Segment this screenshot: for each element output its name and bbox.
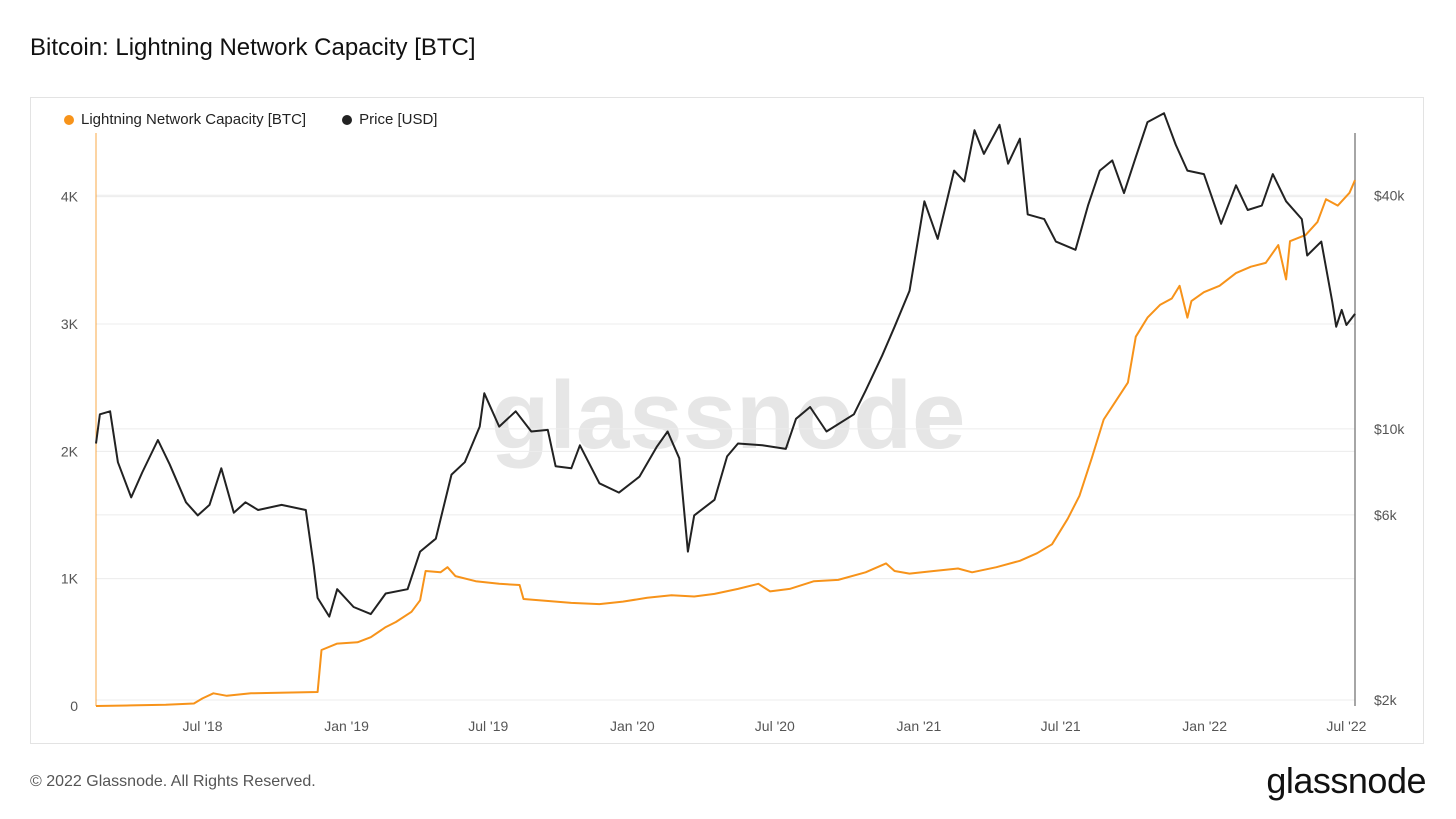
legend-item-price[interactable]: Price [USD]	[342, 111, 437, 128]
series-line-price	[95, 112, 1356, 618]
y-left-tick-label: 1K	[61, 571, 79, 587]
x-tick-label: Jul '22	[1326, 718, 1366, 734]
legend-dot-price	[342, 114, 353, 125]
y-left-tick-label: 4K	[61, 189, 79, 205]
chart-legend: Lightning Network Capacity [BTC] Price […	[64, 111, 437, 128]
x-tick-label: Jan '21	[897, 718, 942, 734]
series-layer	[95, 112, 1356, 707]
legend-label-price: Price [USD]	[359, 111, 438, 128]
x-tick-label: Jul '21	[1041, 718, 1081, 734]
legend-label-capacity: Lightning Network Capacity [BTC]	[81, 111, 307, 128]
x-tick-label: Jul '20	[755, 718, 795, 734]
x-tick-label: Jan '22	[1182, 718, 1227, 734]
y-left-tick-label: 3K	[61, 316, 79, 332]
axes: 0 1K 2K 3K 4K $2k $6k $10k $40k Jul '18 Jan '19 Jul…	[61, 133, 1405, 734]
x-tick-label: Jul '19	[468, 718, 508, 734]
page-title: Bitcoin: Lightning Network Capacity [BTC…	[30, 34, 476, 61]
brand-logo: glassnode	[1266, 760, 1426, 801]
y-right-tick-label: $40k	[1374, 187, 1405, 203]
x-tick-label: Jul '18	[182, 718, 222, 734]
series-line-capacity	[95, 179, 1356, 707]
copyright-footer: © 2022 Glassnode. All Rights Reserved.	[30, 773, 316, 790]
x-tick-label: Jan '19	[324, 718, 369, 734]
x-tick-label: Jan '20	[610, 718, 655, 734]
y-right-tick-label: $6k	[1374, 507, 1398, 523]
legend-dot-capacity	[64, 114, 74, 125]
y-right-tick-label: $2k	[1374, 692, 1398, 708]
watermark: glassnode	[491, 362, 966, 469]
legend-item-capacity[interactable]: Lightning Network Capacity [BTC]	[64, 111, 306, 128]
chart-frame	[30, 97, 1424, 744]
y-left-tick-label: 2K	[61, 443, 79, 459]
y-left-tick-label: 0	[70, 698, 78, 714]
y-right-tick-label: $10k	[1374, 421, 1405, 437]
